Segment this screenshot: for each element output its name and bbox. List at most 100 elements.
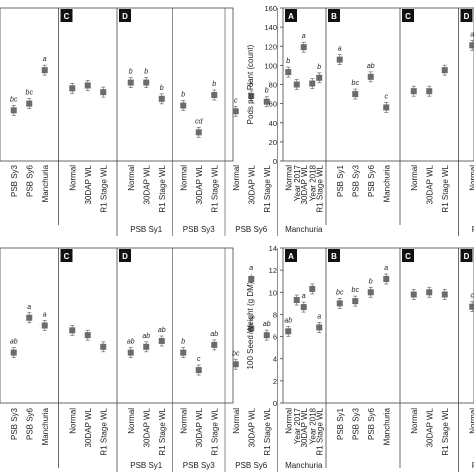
significance-letter: b	[212, 81, 216, 88]
section-badge-label: C	[64, 252, 70, 261]
data-point	[10, 349, 17, 356]
y-tick-label: 10	[269, 288, 277, 297]
x-tick-label: Normal	[468, 408, 474, 434]
x-tick-label: PSB Sy3	[351, 164, 360, 197]
significance-letter: c	[197, 356, 201, 363]
significance-letter: b	[181, 92, 185, 99]
x-tick-label: 30DAP WL	[195, 407, 204, 447]
significance-letter: a	[43, 56, 47, 63]
significance-letter: bc	[352, 80, 360, 87]
significance-letter: ab	[263, 321, 271, 328]
group-label: PSB Sy3	[183, 225, 216, 234]
data-point	[180, 349, 187, 356]
data-point	[316, 74, 323, 81]
y-tick-label: 2	[273, 377, 277, 386]
data-point	[158, 95, 165, 102]
x-tick-label: Normal	[232, 165, 241, 191]
x-tick-label: R1 Stage WL	[210, 407, 219, 455]
significance-letter: a	[384, 265, 388, 272]
x-tick-label: R1 Stage WL	[263, 407, 272, 455]
significance-letter: c	[471, 293, 474, 300]
section-badge-label: D	[122, 12, 128, 21]
section-badge-label: D	[464, 12, 470, 21]
x-tick-label: Year 2017	[293, 164, 302, 201]
x-tick-label: R1 Stage WL	[158, 407, 167, 455]
data-point	[143, 79, 150, 86]
significance-letter: a	[249, 314, 253, 321]
significance-letter: b	[369, 278, 373, 285]
plot-frame	[0, 7, 234, 162]
data-point	[248, 92, 255, 99]
x-tick-label: Normal	[410, 408, 419, 434]
x-tick-label: 30DAP WL	[300, 407, 309, 447]
significance-letter: bc	[26, 90, 34, 97]
x-tick-label: Normal	[232, 408, 241, 434]
data-point	[285, 69, 292, 76]
x-tick-label: Year 2018	[308, 407, 317, 444]
x-tick-label: 30DAP WL	[195, 164, 204, 204]
x-tick-label: R1 Stage WL	[158, 164, 167, 212]
x-tick-label: R1 Stage WL	[99, 407, 108, 455]
data-point	[293, 297, 300, 304]
significance-letter: b	[286, 58, 290, 65]
y-tick-label: 80	[269, 81, 277, 90]
data-point	[127, 79, 134, 86]
data-point	[195, 129, 202, 136]
data-point	[383, 104, 390, 111]
significance-letter: ab	[210, 331, 218, 338]
y-tick-label: 120	[264, 42, 277, 51]
data-point	[100, 89, 107, 96]
panel-bottom-right: 0 2 4 6 8 10 12 14 100 Seed Weight (g DM) A Year 2…	[246, 244, 474, 472]
y-tick-label: 4	[273, 355, 277, 364]
x-tick-label: Normal	[179, 165, 188, 191]
section-badge-label: D	[464, 252, 470, 261]
data-point	[232, 108, 239, 115]
data-point	[248, 276, 255, 282]
x-tick-label: PSB Sy6	[25, 407, 34, 440]
x-tick-label: 30DAP WL	[425, 164, 434, 204]
data-point	[26, 100, 33, 107]
significance-letter: c	[385, 93, 389, 100]
x-tick-label: 30DAP WL	[142, 407, 151, 447]
x-tick-label: Normal	[127, 408, 136, 434]
section-badge-label: C	[405, 252, 411, 261]
section-badge-label: B	[331, 12, 337, 21]
data-point	[469, 42, 474, 49]
y-tick-label: 0	[273, 157, 277, 166]
x-tick-label: Manchuria	[41, 164, 50, 202]
section-badge	[402, 9, 414, 22]
x-tick-label: PSB Sy3	[10, 164, 19, 197]
x-tick-label: 30DAP WL	[84, 407, 93, 447]
significance-letter: ab	[158, 327, 166, 334]
x-tick-label: Normal	[410, 165, 419, 191]
significance-letter: a	[317, 313, 321, 320]
data-point	[336, 56, 343, 63]
data-point	[26, 314, 33, 321]
data-point	[293, 81, 300, 88]
data-point	[127, 349, 134, 356]
significance-letter: a	[43, 312, 47, 319]
y-tick-label: 6	[273, 333, 277, 342]
data-point	[143, 343, 150, 350]
significance-letter: ab	[367, 63, 375, 70]
data-point	[100, 343, 107, 350]
data-point	[410, 88, 417, 95]
section-badge	[285, 9, 297, 22]
y-tick-label: 8	[273, 310, 277, 319]
y-tick-label: 140	[264, 23, 277, 32]
data-point	[10, 107, 17, 114]
data-point	[84, 332, 91, 339]
x-tick-label: Year 2018	[308, 164, 317, 201]
data-point	[69, 327, 76, 334]
significance-letter: bc	[352, 287, 360, 294]
data-point	[367, 73, 374, 80]
significance-letter: cd	[195, 118, 204, 125]
section-badge	[460, 249, 473, 262]
significance-letter: bc	[232, 350, 240, 357]
significance-letter: ab	[284, 317, 292, 324]
data-point	[426, 88, 433, 95]
x-tick-label: Normal	[68, 165, 77, 191]
